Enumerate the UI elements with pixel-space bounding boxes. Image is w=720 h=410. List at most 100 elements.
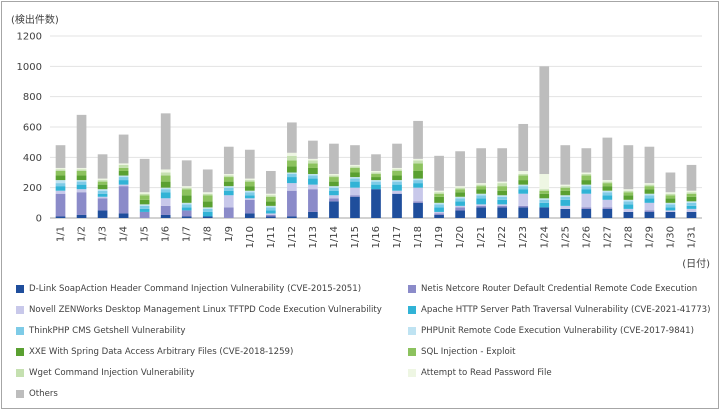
bar-segment-d-link [602,208,613,218]
bar-segment-netis [266,214,276,217]
bar-segment-xxe [55,175,66,181]
x-tick-label: 1/6 [161,226,172,242]
bar-segment-d-link [623,211,634,218]
bar-segment-d-link [371,189,381,218]
legend-item: Attempt to Read Password File [408,368,552,378]
bar-segment-wget [686,192,697,194]
bar-segment-xxe [76,175,87,181]
bar-segment-sql [581,175,592,181]
bar-segment-phpunit [287,172,297,175]
bar-segment-xxe [97,184,108,190]
bar-segment-xxe [560,190,571,196]
bar-segment-wget [139,193,150,196]
bar-segment-novell [287,183,297,191]
x-tick-label: 1/22 [497,226,508,248]
bar-segment-phpunit [308,174,318,176]
bar-segment-sql [266,196,276,202]
bar-segment-xxe [644,189,655,194]
bar-segment-xxe [413,170,423,179]
bar-segment-wget [392,169,402,171]
x-tick-label: 1/2 [77,226,88,242]
bar-segment-wget [118,164,129,168]
bar-segment-phpunit [371,180,381,182]
bar-segment-thinkphp [371,181,381,185]
bar-segment-apache [497,199,508,205]
bar-segment-netis [118,186,129,214]
x-tick-label: 1/30 [665,226,676,248]
bar-segment-apache [581,189,592,194]
bar-segment-netis [602,207,613,209]
bar-segment-sql [350,167,360,173]
bar-segment-sql [455,189,465,193]
bar-segment-wget [160,172,171,176]
bar-segment-others [308,140,318,159]
bar-segment-thinkphp [686,202,697,206]
legend-swatch [16,327,24,335]
bar-segment-netis [497,205,508,208]
bar-segment-apache [181,207,192,211]
bar-segment-sql [434,193,444,197]
bar-segment-thinkphp [308,175,318,179]
bar-segment-password [518,170,529,175]
bar-segment-others [434,155,444,191]
bar-segment-sql [139,195,150,200]
bar-segment-others [560,145,571,185]
bar-segment-xxe [329,181,339,187]
bar-segment-xxe [350,172,360,178]
bar-segment-others [55,145,66,168]
bar-segment-phpunit [623,199,634,202]
x-tick-label: 1/13 [308,226,319,248]
bar-segment-sql [308,163,318,168]
bar-segment-password [371,170,381,173]
bar-segment-d-link [181,216,192,218]
bar-segment-sql [623,192,634,196]
legend-swatch [16,306,24,314]
y-tick-label: 1200 [17,32,42,43]
bar-segment-others [602,137,613,181]
bar-segment-netis [181,210,192,217]
legend-label: Apache HTTP Server Path Traversal Vulner… [421,305,711,315]
y-tick-label: 600 [23,123,42,134]
bar-segment-d-link [97,210,108,218]
bar-segment-xxe [308,167,318,175]
bar-segment-d-link [560,208,571,218]
bar-segment-xxe [665,198,676,203]
bar-segment-netis [287,190,297,217]
bar-segment-password [287,152,297,156]
legend-swatch [408,369,416,377]
bar-segment-d-link [392,193,402,218]
bar-segment-phpunit [686,201,697,203]
bar-segment-sql [518,175,529,181]
bar-segment-d-link [455,210,465,218]
bar-segment-others [97,154,108,179]
bar-segment-sql [287,160,297,167]
x-tick-label: 1/15 [350,226,361,248]
bar-segment-novell [581,193,592,208]
bar-segment-netis [455,207,465,211]
bar-segment-netis [244,199,255,214]
bar-segment-d-link [350,196,360,218]
bar-segment-xxe [266,201,276,206]
bar-segment-others [518,123,529,171]
bar-segment-sql [413,163,423,171]
bar-segment-others [76,114,87,168]
bar-segment-xxe [181,195,192,203]
bar-segment-apache [160,192,171,199]
bar-segment-sql [665,195,676,199]
bar-segment-thinkphp [392,181,402,185]
bar-segment-d-link [539,207,550,218]
bar-segment-apache [665,207,676,211]
legend-label: Wget Command Injection Vulnerability [29,368,195,378]
legend-label: D-Link SoapAction Header Command Injecti… [29,284,362,294]
x-tick-label: 1/10 [245,226,256,248]
bar-segment-apache [76,184,87,190]
bar-segment-password [139,192,150,194]
bar-segment-apache [476,198,486,205]
bar-segment-phpunit [518,184,529,187]
bar-segment-phpunit [413,178,423,181]
x-axis-title: (日付) [682,257,710,270]
bar-segment-password [392,167,402,170]
x-tick-label: 1/21 [476,226,487,248]
bar-segment-wget [539,189,550,191]
